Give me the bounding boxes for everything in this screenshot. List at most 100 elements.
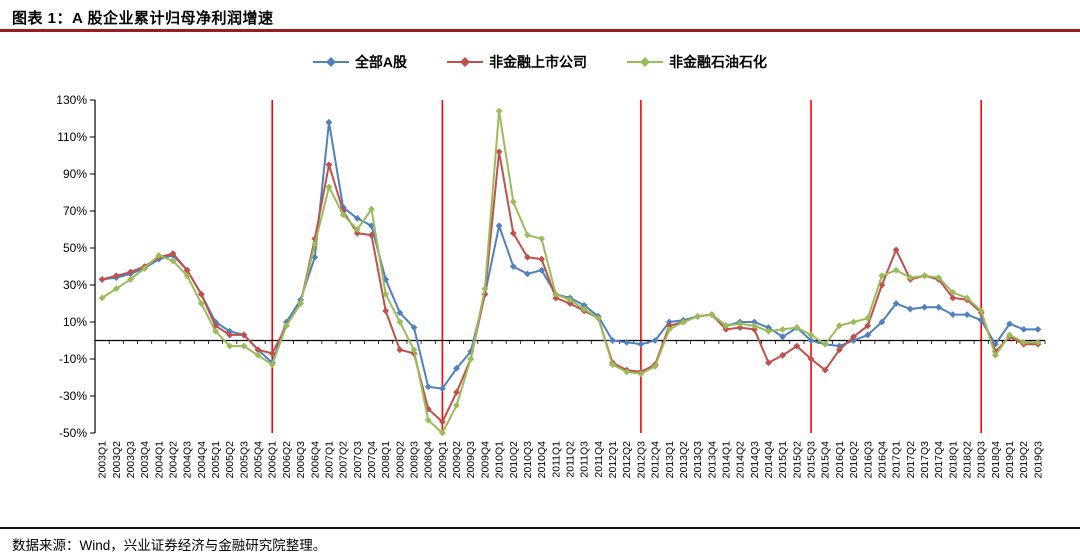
series-marker-diamond-icon <box>750 322 758 330</box>
series-marker-diamond-icon <box>254 346 262 354</box>
series-marker-diamond-icon <box>127 268 134 276</box>
x-tick-label: 2007Q4 <box>366 441 378 479</box>
series-marker-diamond-icon <box>779 351 787 359</box>
series-marker-diamond-icon <box>821 366 829 374</box>
y-tick-label: 130% <box>56 93 87 107</box>
x-tick-label: 2018Q4 <box>990 441 1002 479</box>
x-tick-label: 2005Q2 <box>224 441 236 479</box>
series-marker-diamond-icon <box>935 303 943 311</box>
x-tick-label: 2012Q2 <box>621 441 633 479</box>
y-tick-label: 10% <box>63 315 87 329</box>
x-tick-label: 2003Q4 <box>139 441 151 479</box>
series-marker-diamond-icon <box>339 203 347 211</box>
x-tick-label: 2006Q2 <box>281 441 293 479</box>
series-marker-diamond-icon <box>850 318 857 326</box>
x-tick-label: 2019Q2 <box>1018 441 1030 479</box>
series-marker-diamond-icon <box>353 229 361 237</box>
series-marker-diamond-icon <box>98 294 106 302</box>
series-marker-diamond-icon <box>438 429 446 437</box>
series-marker-diamond-icon <box>963 311 971 318</box>
x-tick-label: 2018Q3 <box>976 441 988 479</box>
series-marker-diamond-icon <box>637 370 645 378</box>
x-tick-label: 2010Q1 <box>494 441 506 479</box>
legend-line-diamond-icon <box>447 56 484 68</box>
x-tick-label: 2003Q2 <box>111 441 123 479</box>
series-marker-diamond-icon <box>396 309 404 317</box>
series-marker-diamond-icon <box>509 198 517 206</box>
title-underline-rule <box>0 29 1080 32</box>
x-tick-label: 2005Q4 <box>253 441 265 479</box>
series-marker-diamond-icon <box>807 331 815 339</box>
x-tick-label: 2014Q2 <box>735 441 747 479</box>
series-marker-diamond-icon <box>325 183 333 191</box>
x-tick-label: 2017Q2 <box>905 441 917 479</box>
series-marker-diamond-icon <box>509 229 517 237</box>
x-tick-label: 2004Q3 <box>182 441 194 479</box>
series-marker-diamond-icon <box>850 333 857 341</box>
y-tick-label: 90% <box>63 167 87 181</box>
x-tick-label: 2016Q2 <box>848 441 860 479</box>
series-marker-diamond-icon <box>793 342 801 350</box>
x-tick-label: 2010Q2 <box>508 441 520 479</box>
series-marker-diamond-icon <box>112 285 120 293</box>
y-tick-label: 110% <box>57 130 87 144</box>
series-marker-diamond-icon <box>892 246 900 254</box>
series-marker-diamond-icon <box>467 355 475 363</box>
series-marker-diamond-icon <box>410 346 418 354</box>
x-tick-label: 2008Q2 <box>394 441 406 479</box>
x-tick-label: 2011Q1 <box>550 441 562 478</box>
x-tick-label: 2018Q1 <box>947 441 959 479</box>
series-marker-diamond-icon <box>453 388 460 396</box>
x-tick-label: 2009Q4 <box>479 441 491 479</box>
x-tick-label: 2014Q4 <box>763 441 775 479</box>
legend-label: 非金融石油石化 <box>669 54 768 70</box>
series-marker-diamond-icon <box>765 324 772 331</box>
series-marker-diamond-icon <box>765 359 772 367</box>
x-tick-label: 2015Q3 <box>806 441 818 479</box>
legend-line-diamond-icon <box>627 56 664 68</box>
legend-label: 非金融上市公司 <box>489 54 588 70</box>
series-marker-diamond-icon <box>836 322 843 330</box>
series-marker-diamond-icon <box>623 338 631 346</box>
series-line <box>101 121 1038 390</box>
series-marker-diamond-icon <box>821 340 829 348</box>
x-tick-label: 2013Q1 <box>664 441 676 479</box>
series-marker-diamond-icon <box>637 340 645 348</box>
series-marker-diamond-icon <box>538 266 546 274</box>
x-tick-label: 2011Q2 <box>565 441 577 478</box>
x-tick-label: 2015Q1 <box>777 441 789 479</box>
y-tick-label: 50% <box>63 241 87 255</box>
series-marker-diamond-icon <box>1020 338 1028 346</box>
series-marker-diamond-icon <box>169 250 177 257</box>
series-marker-diamond-icon <box>736 320 744 328</box>
x-tick-label: 2005Q1 <box>210 441 222 479</box>
series-marker-diamond-icon <box>382 307 390 315</box>
series-marker-diamond-icon <box>339 211 347 219</box>
x-tick-label: 2003Q1 <box>97 441 109 479</box>
series-marker-diamond-icon <box>481 285 489 293</box>
y-tick-label: -50% <box>59 426 87 440</box>
series-marker-diamond-icon <box>1034 338 1042 346</box>
x-tick-label: 2012Q4 <box>650 441 662 479</box>
series-marker-diamond-icon <box>453 364 460 372</box>
series-marker-diamond-icon <box>736 324 744 331</box>
series-marker-diamond-icon <box>864 322 872 330</box>
series-marker-diamond-icon <box>524 231 531 239</box>
x-tick-label: 2013Q3 <box>692 441 704 479</box>
series-marker-diamond-icon <box>368 231 375 239</box>
series-marker-diamond-icon <box>268 350 276 357</box>
x-tick-label: 2008Q4 <box>423 441 435 479</box>
x-tick-label: 2010Q4 <box>536 441 548 479</box>
chart-area: -50% -30% -10% 10% 30% 50% 70% 90% 110% 130% 2003Q… <box>0 88 1080 506</box>
series-marker-diamond-icon <box>1006 320 1013 328</box>
series-marker-diamond-icon <box>353 226 361 233</box>
series-marker-diamond-icon <box>594 314 602 322</box>
x-tick-label: 2011Q3 <box>579 441 591 478</box>
x-tick-label: 2013Q2 <box>678 441 690 479</box>
series-marker-diamond-icon <box>935 274 943 281</box>
series-marker-diamond-icon <box>651 363 659 370</box>
series-marker-diamond-icon <box>283 318 290 326</box>
series-marker-diamond-icon <box>963 294 971 302</box>
chart-legend: 全部A股 非金融上市公司 非金融石油石化 <box>0 52 1080 72</box>
x-tick-label: 2013Q4 <box>706 441 718 479</box>
